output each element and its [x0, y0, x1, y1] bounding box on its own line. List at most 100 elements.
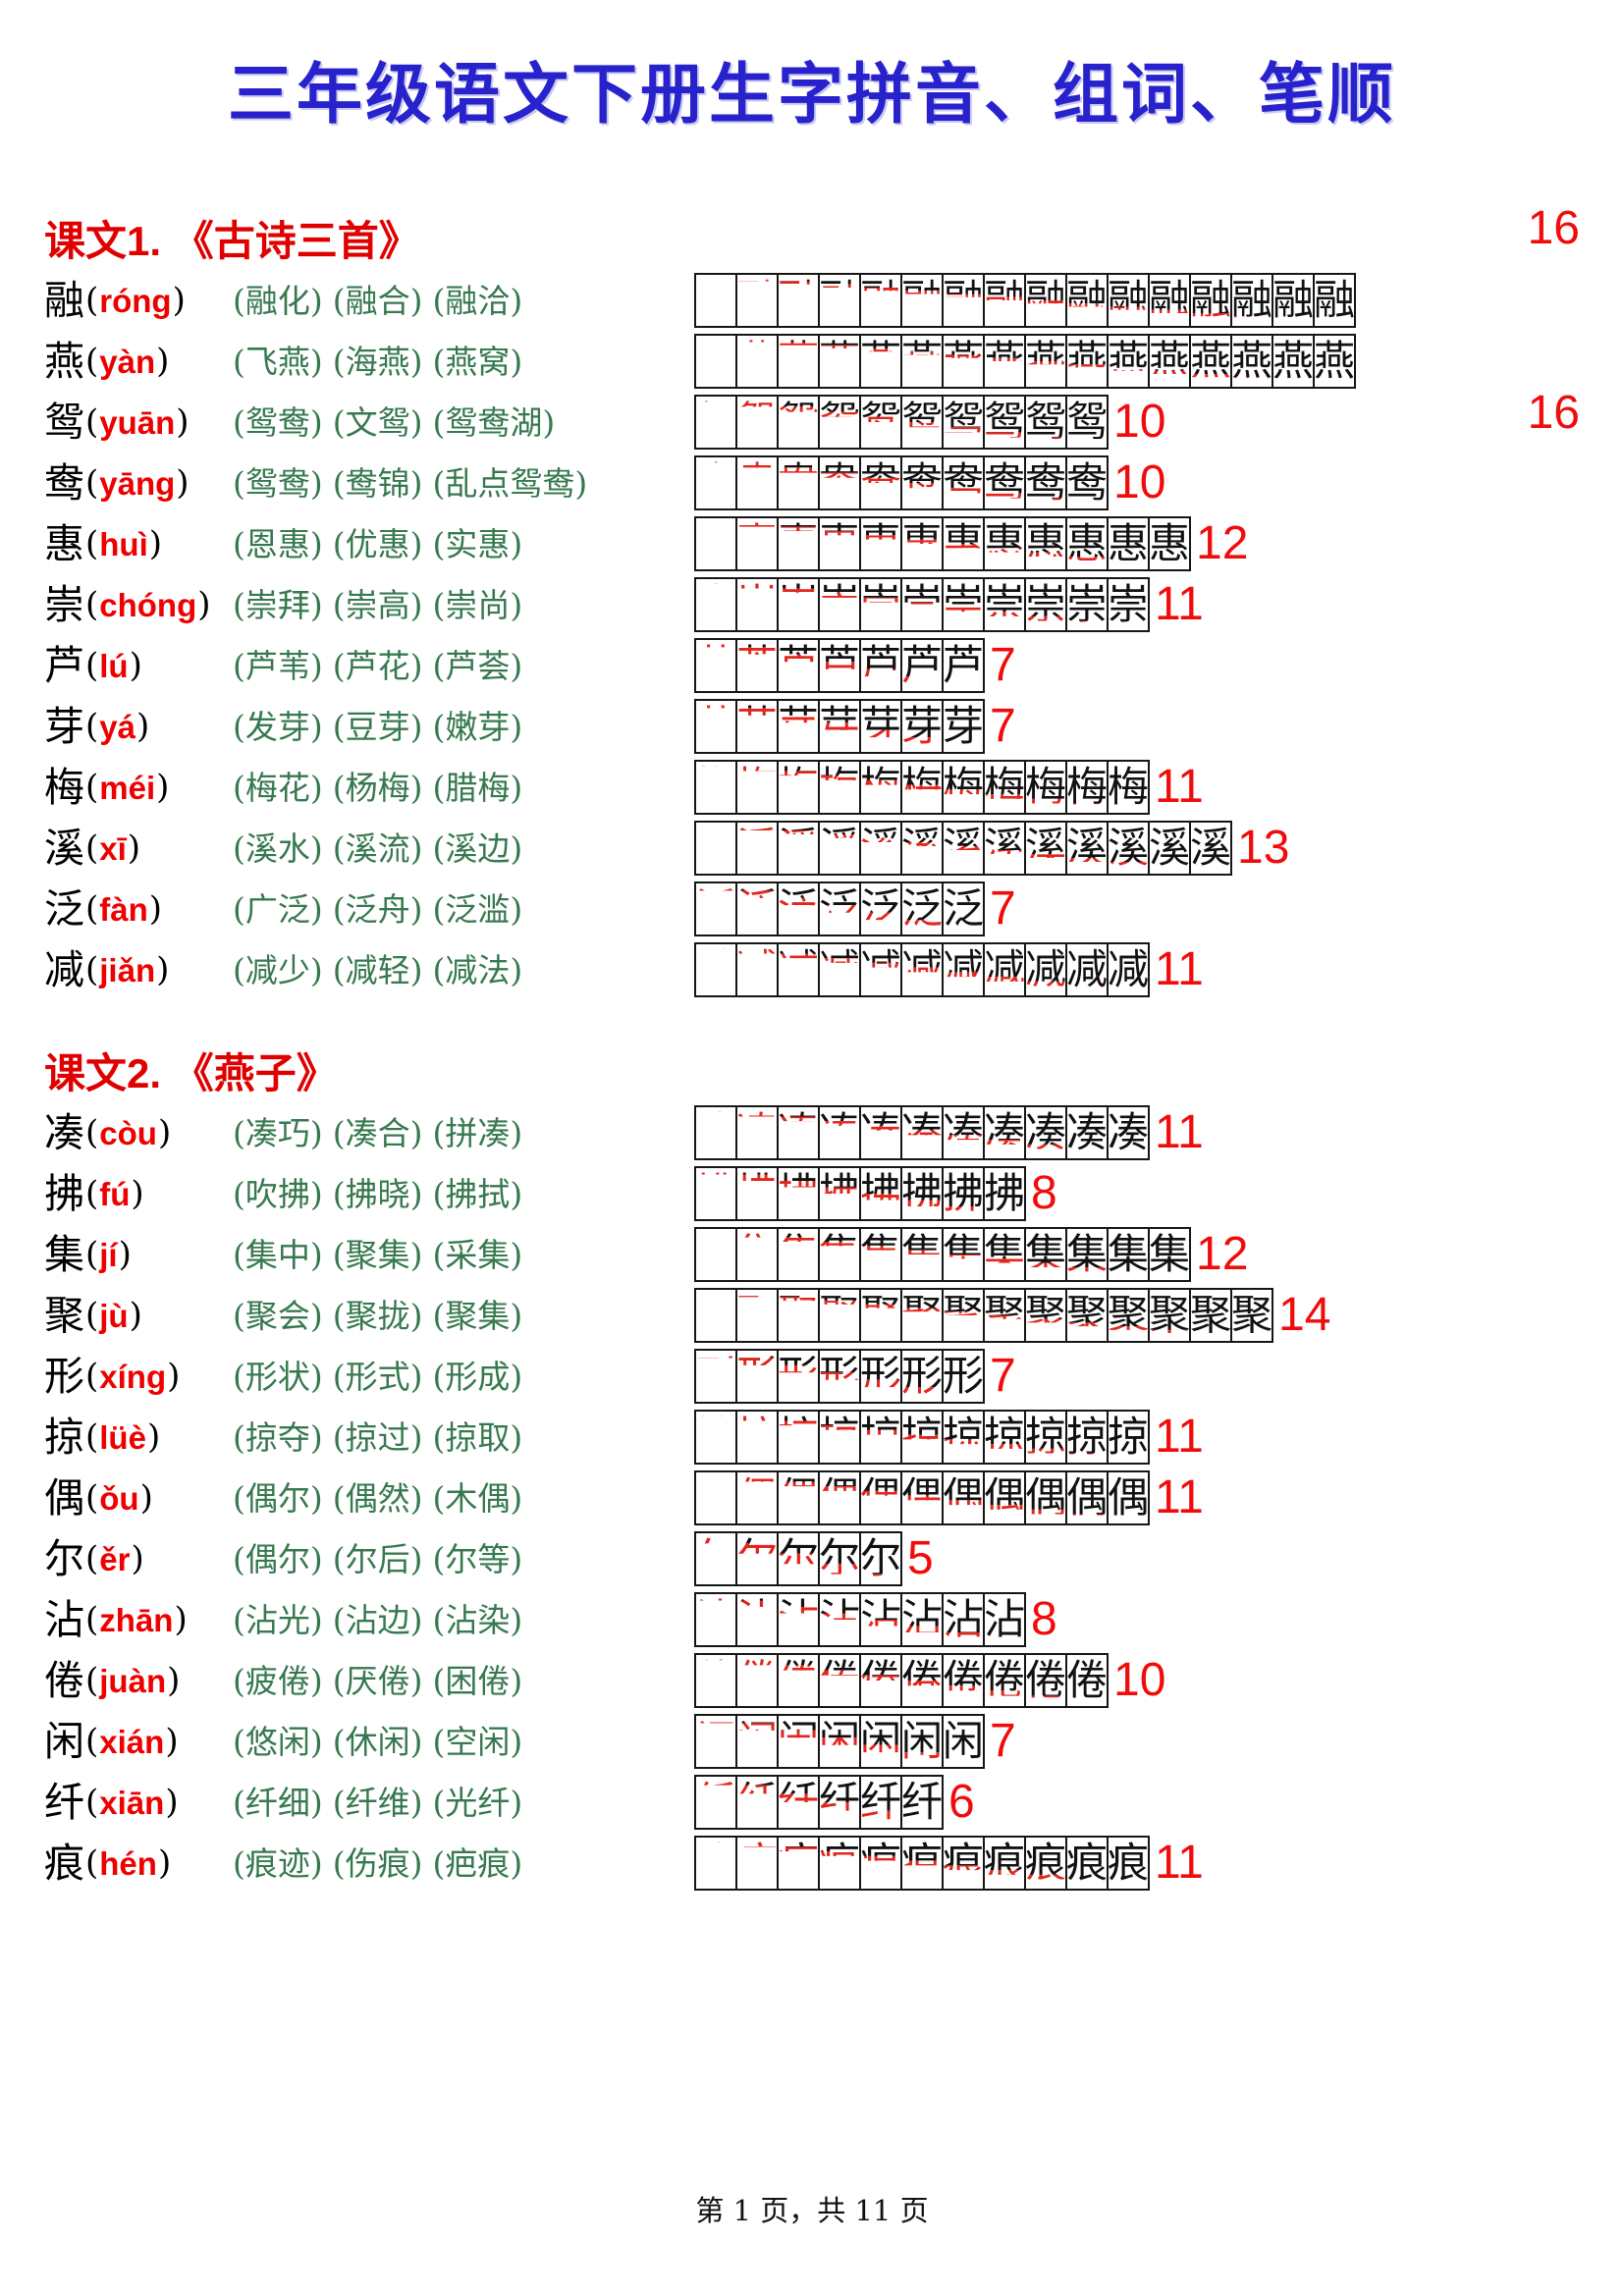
stroke-glyph-new: 凑: [943, 1108, 985, 1156]
stroke-glyph-done: 拂: [736, 1169, 779, 1217]
paren-open: (: [85, 1478, 99, 1518]
stroke-glyph-done: 掠: [984, 1413, 1026, 1461]
stroke-box: 集集: [859, 1227, 902, 1282]
stroke-glyph-new: 倦: [695, 1656, 737, 1704]
stroke-box: 泛泛: [859, 881, 902, 936]
stroke-glyph-done: 沾: [943, 1595, 985, 1643]
stroke-glyph-done: 凑: [695, 1108, 737, 1156]
stroke-glyph-done: 聚: [984, 1291, 1026, 1339]
word-item: (掠过): [332, 1417, 423, 1457]
stroke-glyph-new: 偶: [860, 1473, 902, 1522]
word-examples: (痕迹) (伤痕) (疤痕): [233, 1847, 694, 1880]
paren-open: (: [85, 463, 99, 503]
paren-close: ): [127, 828, 141, 868]
stroke-glyph-done: 痕: [736, 1839, 779, 1887]
stroke-box: 沾沾: [777, 1592, 820, 1647]
stroke-box: 崇崇: [900, 577, 944, 632]
stroke-box: 芽芽: [942, 699, 985, 754]
stroke-glyph-new: 崇: [819, 580, 861, 628]
stroke-box: 倦倦: [983, 1653, 1026, 1708]
stroke-box: 泛泛: [942, 881, 985, 936]
stroke-glyph-done: 凑: [1025, 1108, 1067, 1156]
character-cell: 鸳(yuān): [44, 401, 233, 443]
stroke-glyph-done: 惠: [819, 519, 861, 567]
stroke-box: 梅梅: [777, 760, 820, 815]
stroke-count: 10: [1113, 456, 1166, 508]
character-cell: 痕(hén): [44, 1842, 233, 1884]
stroke-glyph-new: 燕: [943, 337, 985, 385]
paren-open: (: [85, 1661, 99, 1700]
stroke-order-boxes: 芽芽芽芽芽芽芽芽芽芽芽芽芽芽: [694, 699, 985, 754]
stroke-count: 10: [1113, 1654, 1166, 1706]
word-item: (拂晓): [332, 1174, 423, 1213]
stroke-glyph-new: 融: [1272, 276, 1315, 324]
stroke-box: 尔尔: [777, 1531, 820, 1586]
paren-open: (: [85, 1722, 99, 1761]
stroke-glyph-done: 偶: [695, 1473, 737, 1522]
stroke-glyph-new: 惠: [736, 519, 779, 567]
stroke-glyph-new: 痕: [819, 1839, 861, 1887]
stroke-glyph-done: 减: [1025, 945, 1067, 993]
stroke-glyph-done: 融: [778, 276, 820, 324]
stroke-order-boxes: 形形形形形形形形形形形形形形: [694, 1349, 985, 1404]
stroke-glyph-new: 溪: [819, 824, 861, 872]
stroke-box: 溪溪: [1189, 821, 1232, 876]
stroke-order-boxes: 减减减减减减减减减减减减减减减减减减减减减减: [694, 942, 1150, 997]
paren-open: (: [85, 707, 99, 746]
stroke-glyph-done: 减: [819, 945, 861, 993]
stroke-box: 沾沾: [694, 1592, 737, 1647]
word-item: (疲倦): [233, 1661, 323, 1700]
stroke-glyph-new: 崇: [860, 580, 902, 628]
stroke-glyph-new: 鸳: [695, 398, 737, 446]
stroke-box: 溪溪: [859, 821, 902, 876]
stroke-glyph-new: 形: [860, 1352, 902, 1400]
stroke-glyph-done: 形: [736, 1352, 779, 1400]
stroke-box: 集集: [900, 1227, 944, 1282]
stroke-box: 燕燕: [859, 334, 902, 389]
pinyin: fàn: [99, 890, 148, 928]
stroke-glyph-done: 闲: [778, 1717, 820, 1765]
pinyin: jí: [99, 1236, 118, 1273]
paren-close: ): [156, 768, 170, 807]
char-row: 凑(còu) (凑巧) (凑合) (拼凑) 凑凑凑凑凑凑凑凑凑凑凑凑凑凑凑凑凑凑凑凑凑凑…: [44, 1102, 1580, 1163]
word-item: (沾边): [332, 1600, 423, 1639]
stroke-glyph-new: 梅: [1066, 763, 1109, 811]
stroke-glyph-done: 拂: [901, 1169, 944, 1217]
paren-close: ): [156, 950, 170, 989]
word-item: (木偶): [432, 1478, 523, 1518]
stroke-count: 12: [1196, 517, 1249, 569]
stroke-glyph-new: 沾: [860, 1595, 902, 1643]
stroke-box: 聚聚: [1189, 1288, 1232, 1343]
stroke-box: 痕痕: [900, 1836, 944, 1891]
stroke-glyph-new: 溪: [1108, 824, 1150, 872]
stroke-glyph-new: 形: [819, 1352, 861, 1400]
stroke-glyph-done: 泛: [778, 884, 820, 933]
character-cell: 尔(ěr): [44, 1538, 233, 1579]
stroke-box: 凑凑: [983, 1105, 1026, 1160]
stroke-glyph-new: 纤: [695, 1778, 737, 1826]
stroke-glyph-done: 凑: [736, 1108, 779, 1156]
stroke-glyph-done: 减: [1108, 945, 1150, 993]
stroke-glyph-done: 偶: [1025, 1473, 1067, 1522]
stroke-box: 凑凑: [1107, 1105, 1150, 1160]
stroke-glyph-done: 凑: [901, 1108, 944, 1156]
stroke-glyph-done: 鸳: [901, 398, 944, 446]
stroke-order-boxes: 拂拂拂拂拂拂拂拂拂拂拂拂拂拂拂拂: [694, 1166, 1026, 1221]
stroke-glyph-new: 燕: [901, 337, 944, 385]
stroke-glyph-done: 芽: [695, 702, 737, 750]
stroke-glyph-done: 偶: [984, 1473, 1026, 1522]
stroke-glyph-done: 鸳: [819, 398, 861, 446]
stroke-glyph-done: 溪: [1025, 824, 1067, 872]
stroke-box: 拂拂: [694, 1166, 737, 1221]
word-item: (形状): [233, 1357, 323, 1396]
stroke-glyph-new: 溪: [901, 824, 944, 872]
stroke-box: 集集: [735, 1227, 779, 1282]
stroke-glyph-done: 集: [984, 1230, 1026, 1278]
stroke-box: 集集: [1024, 1227, 1067, 1282]
stroke-glyph-done: 纤: [819, 1778, 861, 1826]
stroke-glyph-new: 惠: [695, 519, 737, 567]
stroke-count: 7: [990, 1350, 1016, 1402]
stroke-glyph-done: 鸳: [943, 398, 985, 446]
word-item: (恩惠): [233, 524, 323, 563]
word-item: (采集): [432, 1235, 523, 1274]
